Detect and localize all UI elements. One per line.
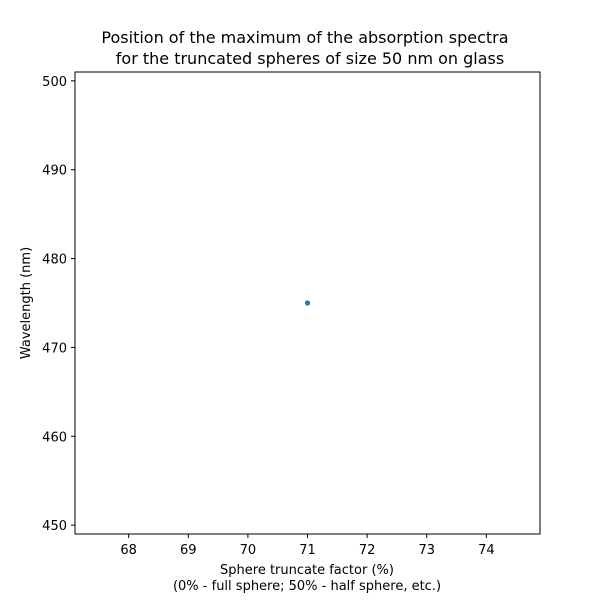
x-tick-label: 71	[299, 543, 316, 558]
x-axis-label-line-2: (0% - full sphere; 50% - half sphere, et…	[173, 579, 441, 594]
chart-title-line-1: Position of the maximum of the absorptio…	[101, 28, 508, 47]
chart-title-line-2: for the truncated spheres of size 50 nm …	[116, 49, 504, 68]
x-tick-label: 69	[180, 543, 197, 558]
y-tick-label: 460	[42, 430, 67, 445]
x-tick-label: 73	[418, 543, 435, 558]
y-tick-label: 490	[42, 164, 67, 179]
x-axis-label-line-1: Sphere truncate factor (%)	[220, 563, 394, 578]
x-tick-label: 70	[240, 543, 257, 558]
y-tick-label: 500	[42, 75, 67, 90]
y-tick-label: 470	[42, 341, 67, 356]
x-tick-label: 72	[359, 543, 376, 558]
plot-area: 68 69 70 71 72 73 74 450 460 470 480 490 500	[42, 71, 541, 558]
x-tick-label: 68	[120, 543, 137, 558]
data-point	[304, 300, 311, 306]
y-tick-label: 480	[42, 253, 67, 268]
y-axis-label: Wavelength (nm)	[19, 247, 34, 359]
x-tick-label: 74	[478, 543, 495, 558]
plot-frame	[74, 71, 541, 535]
y-tick-label: 450	[42, 519, 67, 534]
